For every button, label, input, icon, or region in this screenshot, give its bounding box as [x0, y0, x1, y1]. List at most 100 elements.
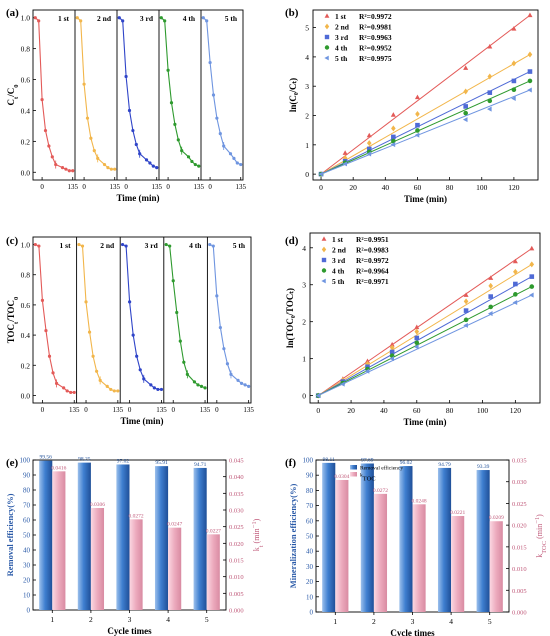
- panel-b-point: [463, 104, 468, 109]
- panel-b-fit-line: [320, 14, 531, 175]
- panel-e-ylabel: Removal efficiency(%): [5, 493, 15, 576]
- panel-c-point: [199, 384, 204, 388]
- panel-f-legend-label-right: kTOC: [360, 473, 376, 483]
- panel-a-point: [67, 169, 71, 173]
- panel-b-point: [487, 106, 492, 112]
- panel-e-bar-right: [90, 508, 105, 610]
- panel-b-legend-marker: [324, 55, 329, 61]
- panel-c-point: [40, 298, 45, 302]
- panel-a-point: [37, 19, 41, 23]
- panel-d-point: [529, 284, 535, 289]
- panel-d-fit-line: [317, 276, 533, 397]
- panel-b-fit-line: [320, 89, 531, 175]
- panel-a-segment-label: 2 nd: [97, 14, 112, 23]
- panel-e-xlabel: Cycle times: [107, 626, 152, 636]
- panel-b-ytick-label: 0: [305, 170, 309, 179]
- panel-f-value-label-right: 0.0272: [373, 488, 388, 494]
- panel-f-bar-right: [489, 521, 503, 612]
- panel-a-ytick-label: 0.2: [21, 137, 31, 146]
- panel-d-point: [463, 292, 469, 297]
- panel-b-legend-name: 1 st: [335, 12, 347, 21]
- panel-c-point: [159, 387, 164, 392]
- panel-f-bar-right: [412, 504, 426, 612]
- panel-d-point: [529, 274, 535, 279]
- panel-b-ytick-label: 4: [305, 53, 309, 62]
- panel-e-ytick-right-label: 0.035: [229, 491, 244, 498]
- panel-e-bar-left: [154, 466, 169, 610]
- panel-f-ytick-right-label: 0.005: [512, 588, 527, 595]
- panel-d-xtick-label: 100: [477, 406, 489, 415]
- panel-e-xtick-label: 3: [128, 615, 132, 624]
- panel-c-point: [218, 325, 222, 330]
- panel-d-legend-marker: [321, 268, 327, 273]
- panel-c-series-line: [165, 243, 206, 389]
- panel-f: 98.110.0304197.690.0272296.020.0248394.7…: [288, 457, 548, 636]
- panel-a-point: [211, 93, 216, 97]
- panel-a-point: [155, 166, 159, 170]
- panel-e-ytick-label: 30: [23, 562, 31, 570]
- panel-d-point: [487, 311, 493, 317]
- panel-c-point: [109, 387, 113, 392]
- panel-a-point: [205, 19, 209, 23]
- panel-c-segment-label: 5 th: [233, 241, 246, 250]
- panel-a-point: [124, 74, 128, 79]
- panel-b-point: [414, 132, 420, 138]
- panel-e-bar-right: [168, 527, 182, 610]
- panel-d-ytick-label: 3: [302, 281, 306, 290]
- panel-e-ytick-right-label: 0.040: [229, 474, 244, 481]
- panel-f-ytick-right-label: 0.000: [512, 610, 527, 617]
- panel-f-value-label-left: 94.79: [438, 462, 451, 468]
- panel-b-ytick-label: 1: [305, 141, 309, 150]
- panel-d: 0 20 40 60 80 100 120 0 1 2 3 4 1 st R²=0.9951 2 nd R²=…: [285, 232, 541, 427]
- panel-label-f: (f): [285, 457, 296, 469]
- panel-c-point: [203, 386, 207, 390]
- panel-label-b: (b): [285, 7, 299, 19]
- panel-c-point: [116, 389, 120, 393]
- panel-d-ytick-label: 2: [302, 318, 306, 327]
- panel-f-bar-left: [476, 470, 490, 612]
- panel-f-legend-swatch-left: [350, 465, 357, 470]
- panel-f-legend-swatch-right: [350, 472, 357, 477]
- panel-d-legend-name: 5 th: [332, 277, 345, 286]
- panel-a-xlabel: Time (min): [116, 193, 159, 203]
- panel-e-bar-left: [116, 464, 130, 610]
- panel-f-bar-right: [373, 493, 388, 612]
- panel-a-xtick-label: 0: [166, 183, 170, 191]
- panel-a-point: [190, 159, 194, 164]
- panel-e-ytick-right-label: 0.020: [229, 541, 244, 548]
- panel-a-series-line: [76, 17, 115, 170]
- panel-e-ylabel-right: kt (min−1): [251, 518, 265, 551]
- panel-c-point: [247, 384, 251, 388]
- panel-a-point: [113, 167, 117, 171]
- panel-a-series-line: [34, 17, 73, 172]
- panel-c-xtick-label: 135: [243, 406, 254, 414]
- panel-d-legend-r2: R²=0.9971: [356, 277, 389, 286]
- panel-a-point: [47, 144, 51, 148]
- panel-d-ytick-label: 4: [302, 244, 306, 253]
- panel-d-xtick-label: 80: [446, 406, 454, 415]
- panel-d-point: [365, 360, 370, 367]
- panel-d-legend-r2: R²=0.9964: [356, 267, 389, 276]
- panel-d-xtick-label: 20: [347, 406, 355, 415]
- panel-c-ytick-label: 0.2: [21, 361, 31, 370]
- panel-e-bar-right: [129, 519, 143, 610]
- panel-a-xtick-label: 135: [151, 183, 162, 191]
- panel-f-ytick-label: 90: [306, 472, 314, 480]
- panel-c-point: [175, 310, 179, 315]
- panel-e-ytick-right-label: 0.000: [229, 608, 244, 615]
- panel-d-legend-name: 1 st: [332, 235, 344, 244]
- panel-f-value-label-left: 98.11: [323, 457, 335, 463]
- panel-c-point: [131, 333, 135, 337]
- panel-b-fit-line: [320, 80, 531, 175]
- panel-a-series-line: [160, 17, 199, 167]
- panel-b-xtick-label: 80: [446, 183, 454, 192]
- panel-d-point: [488, 294, 494, 299]
- panel-b-ytick-label: 5: [305, 24, 309, 33]
- panel-c-point: [128, 300, 132, 304]
- panel-f-ytick-label: 20: [306, 578, 314, 586]
- panel-a-point: [235, 161, 239, 165]
- panel-c-point: [208, 242, 212, 247]
- panel-e-ytick-right-label: 0.025: [229, 524, 244, 531]
- panel-a-point: [239, 162, 243, 167]
